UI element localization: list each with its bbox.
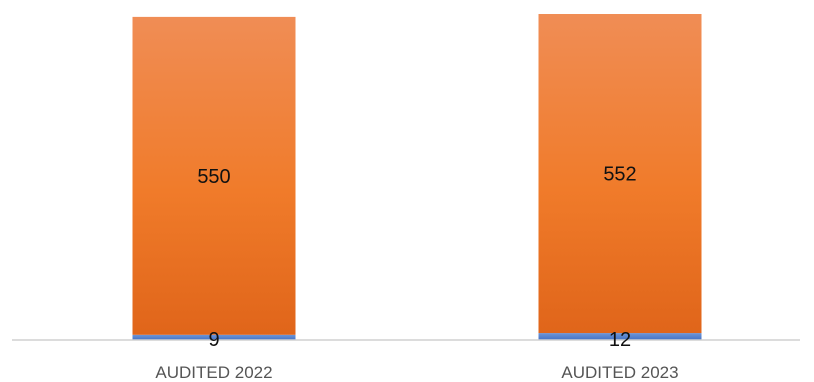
bar-main-segment-0 [132,16,296,335]
bars-layer [132,14,702,340]
x-tick-label-1: AUDITED 2023 [561,363,678,382]
bar-base-segment-0 [132,334,296,340]
bar-base-segment-1 [538,333,702,340]
data-label-main-segment-1: 552 [603,164,636,186]
bar-main-segment-1 [538,14,702,334]
data-label-main-segment-0: 550 [197,166,230,188]
labels-layer: 9 550 AUDITED 2022 12 552 AUDITED 2023 [155,164,678,382]
data-label-base-segment-1: 12 [609,329,631,351]
data-label-base-segment-0: 9 [208,329,219,351]
x-tick-label-0: AUDITED 2022 [155,363,272,382]
